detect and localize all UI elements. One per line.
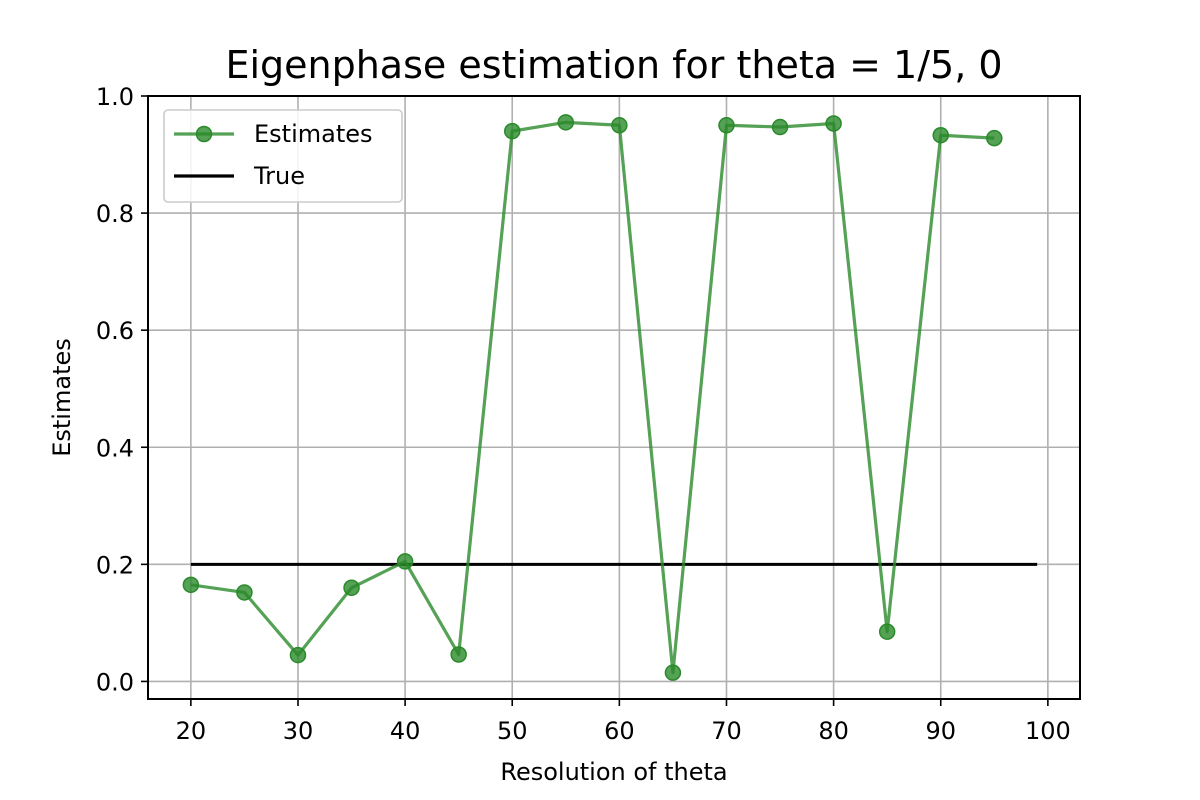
data-point: [503, 122, 521, 140]
y-tick-label: 0.8: [96, 200, 134, 228]
x-axis-label: Resolution of theta: [500, 758, 727, 786]
data-point: [932, 126, 949, 144]
y-tick-label: 0.0: [96, 668, 134, 696]
y-tick-label: 0.4: [96, 434, 134, 462]
data-point: [182, 576, 200, 594]
x-tick-label: 40: [390, 717, 421, 745]
data-point: [236, 584, 253, 601]
data-point: [986, 129, 1003, 147]
x-tick-label: 30: [283, 717, 314, 745]
data-point: [396, 553, 414, 570]
chart-title: Eigenphase estimation for theta = 1/5, 0: [225, 43, 1002, 87]
ticks: 20 30 40 50 60 70 80 90 100 0.0 0.2 0.4 0.6 0.8 1.0: [96, 83, 1071, 745]
data-point: [611, 117, 628, 134]
data-point: [771, 118, 789, 136]
data-point: [557, 114, 575, 131]
legend: Estimates True: [163, 109, 403, 203]
x-tick-label: 100: [1025, 717, 1071, 745]
data-point: [825, 115, 842, 132]
legend-label-estimates: Estimates: [254, 120, 373, 148]
axes-frame: [147, 95, 1081, 700]
y-tick-label: 0.6: [96, 317, 134, 345]
x-tick-label: 80: [818, 717, 849, 745]
x-tick-label: 60: [604, 717, 635, 745]
legend-label-true: True: [253, 162, 305, 190]
x-tick-label: 50: [497, 717, 528, 745]
data-point: [450, 646, 467, 663]
data-point: [289, 646, 307, 664]
legend-marker: [195, 125, 213, 143]
series-layer: [182, 114, 1038, 681]
y-axis-label: Estimates: [48, 338, 76, 457]
data-point: [664, 664, 682, 681]
x-tick-label: 70: [711, 717, 742, 745]
series-line-estimates: [190, 120, 995, 675]
y-tick-label: 1.0: [96, 83, 134, 111]
y-tick-label: 0.2: [96, 551, 134, 579]
data-point: [878, 623, 896, 640]
x-tick-label: 90: [925, 717, 956, 745]
data-point: [718, 117, 735, 134]
x-tick-label: 20: [176, 717, 207, 745]
data-point: [343, 579, 360, 597]
